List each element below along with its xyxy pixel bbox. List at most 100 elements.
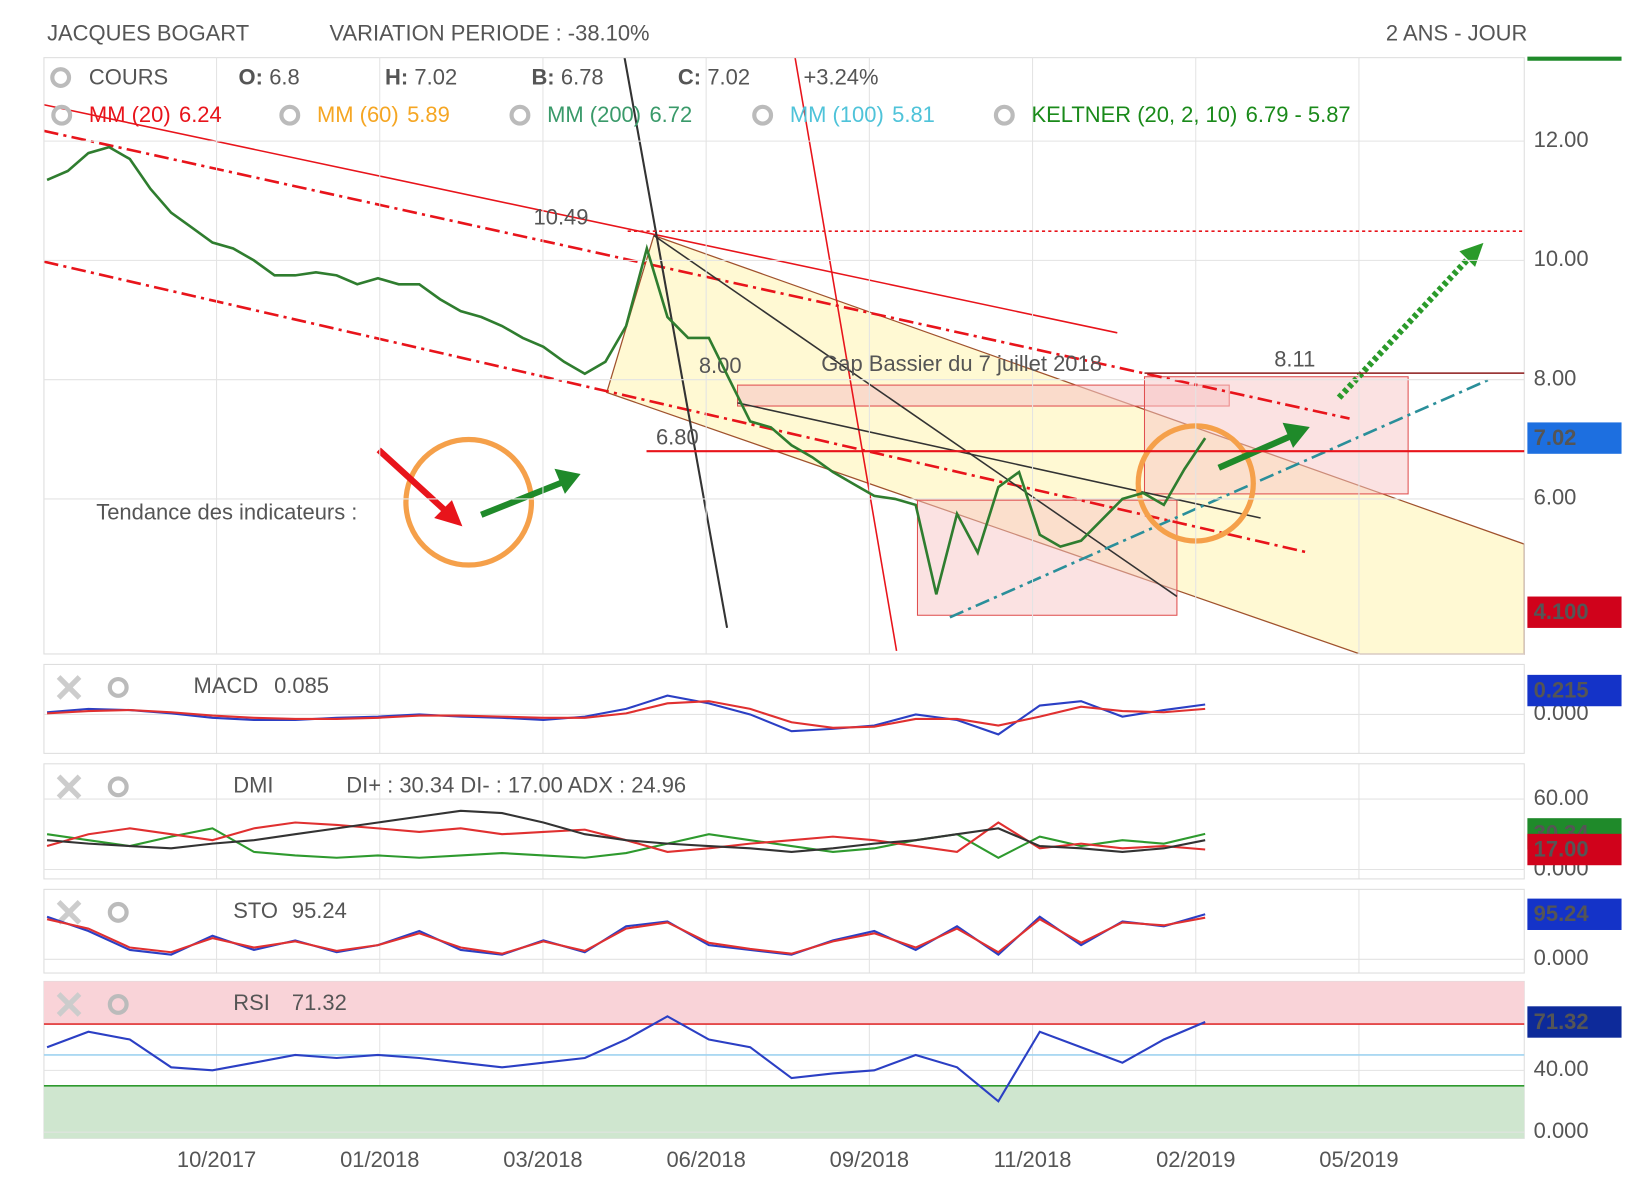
indicator-legend: MM (200) 6.72 — [547, 102, 692, 127]
x-tick-label: 03/2018 — [503, 1147, 582, 1172]
indicator-value: 6.24 — [179, 102, 222, 127]
trend-line — [623, 57, 729, 629]
series-line — [46, 809, 1206, 853]
y-tick-label: 0.000 — [1534, 945, 1589, 970]
quote: B: 6.78 — [531, 64, 603, 89]
indicator-name: MM (100) — [790, 102, 884, 127]
y-tick-label: 6.00 — [1534, 485, 1577, 510]
value-badge — [1527, 422, 1622, 454]
bottom-zone — [916, 499, 1178, 616]
panel — [43, 663, 1525, 754]
value-badge — [1527, 674, 1622, 707]
indicator-legend: MM (100) 5.81 — [790, 102, 935, 127]
y-tick-label: 0.000 — [1534, 1118, 1589, 1143]
badge-label: 4.100 — [1534, 599, 1589, 624]
trend-line — [43, 103, 1118, 334]
support-line — [949, 377, 1492, 619]
quote-label: H: — [385, 64, 408, 89]
gear-icon — [993, 104, 1015, 126]
indicator-value: 6.72 — [649, 102, 692, 127]
level-label: 10.49 — [534, 204, 589, 229]
badge-label: 95.24 — [1534, 901, 1590, 926]
arrow-head — [1459, 242, 1484, 267]
value-badge — [1527, 596, 1622, 628]
x-tick-label: 10/2017 — [177, 1147, 256, 1172]
series-line — [46, 913, 1206, 956]
level-label: 8.00 — [699, 353, 742, 378]
gear-icon — [107, 993, 129, 1015]
period: 2 ANS - JOUR — [1386, 20, 1528, 45]
annotation: Tendance des indicateurs : — [96, 500, 357, 525]
x-tick-label: 09/2018 — [830, 1147, 909, 1172]
indicator-value: 5.89 — [407, 102, 450, 127]
quote-value: 6.8 — [269, 64, 300, 89]
series-line — [46, 694, 1206, 736]
series-line — [46, 827, 1206, 859]
indicator-legend: KELTNER (20, 2, 10) 6.79 - 5.87 — [1032, 102, 1351, 127]
quote-value: 7.02 — [707, 64, 750, 89]
gear-icon — [752, 104, 774, 126]
trend-line — [43, 260, 1308, 554]
gear-icon — [107, 776, 129, 798]
badge-label: 7.02 — [1534, 425, 1577, 450]
level-label: 8.11 — [1274, 346, 1315, 371]
badge-label: 71.32 — [1534, 1009, 1589, 1034]
badge-label: 17.00 — [1534, 836, 1589, 861]
overbought-zone — [43, 981, 1525, 1025]
stock-title: JACQUES BOGART — [47, 20, 249, 45]
indicator-value: 6.79 - 5.87 — [1246, 102, 1351, 127]
y-tick-label: 40.00 — [1534, 1056, 1589, 1081]
quote-value: 6.78 — [561, 64, 604, 89]
x-tick-label: 01/2018 — [340, 1147, 419, 1172]
down-arrow — [376, 447, 452, 518]
arrow-head — [554, 468, 581, 494]
y-tick-label: 12.00 — [1534, 127, 1589, 152]
change: +3.24% — [803, 64, 878, 89]
indicator-name: MM (200) — [547, 102, 641, 127]
arrow-head — [1282, 422, 1310, 448]
indicator-name: MM (20) — [89, 102, 171, 127]
indicator-name: KELTNER (20, 2, 10) — [1032, 102, 1238, 127]
indicator-legend: MM (20) 6.24 — [89, 102, 222, 127]
target-zone — [1143, 376, 1409, 495]
x-tick-label: 05/2019 — [1319, 1147, 1398, 1172]
close-icon — [56, 992, 82, 1017]
value-badge — [1527, 1006, 1622, 1038]
x-tick-label: 02/2019 — [1156, 1147, 1235, 1172]
quote-label: C: — [678, 64, 701, 89]
gear-icon — [50, 67, 72, 89]
panel — [43, 763, 1525, 880]
x-tick-label: 06/2018 — [666, 1147, 745, 1172]
gear-icon — [107, 676, 129, 698]
quote-label: O: — [239, 64, 263, 89]
gear-icon — [279, 104, 301, 126]
y-tick-label: 60.00 — [1534, 785, 1589, 810]
series-name: COURS — [89, 64, 168, 89]
annotation: Gap Bassier du 7 juillet 2018 — [821, 351, 1102, 376]
gear-icon — [509, 104, 531, 126]
indicator-value: 71.32 — [292, 990, 347, 1015]
panel — [43, 888, 1525, 974]
trend-line — [794, 57, 898, 651]
level-label: 6.80 — [656, 424, 699, 449]
indicator-name: MM (60) — [317, 102, 399, 127]
quote-label: B: — [531, 64, 554, 89]
indicator-value: 5.81 — [892, 102, 935, 127]
trend-line — [43, 129, 1350, 420]
indicator-name: STO — [233, 898, 278, 923]
indicator-value: 95.24 — [292, 898, 347, 923]
y-tick-label: 8.00 — [1534, 365, 1577, 390]
value-badge — [1527, 898, 1622, 930]
indicator-name: DMI — [233, 773, 273, 798]
series-line — [46, 916, 1206, 955]
badge-label: 0.215 — [1534, 677, 1589, 702]
series-line — [46, 145, 1207, 595]
gear-icon — [51, 104, 73, 126]
value-badge — [1527, 833, 1622, 866]
close-icon — [56, 900, 82, 925]
indicator-name: MACD — [194, 673, 259, 698]
series-line — [46, 1015, 1206, 1103]
highlight-circle — [403, 436, 535, 568]
indicator-legend: MM (60) 5.89 — [317, 102, 450, 127]
